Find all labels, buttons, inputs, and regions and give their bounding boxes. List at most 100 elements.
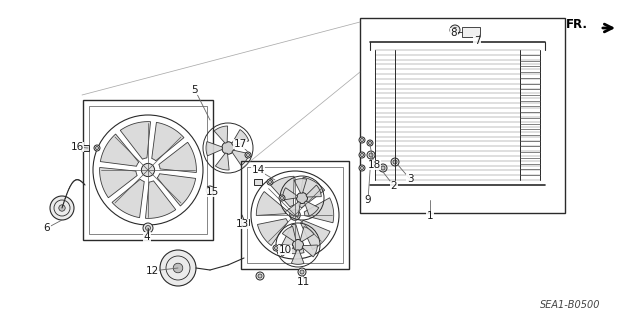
Circle shape bbox=[391, 158, 399, 166]
Circle shape bbox=[173, 263, 183, 273]
Text: 3: 3 bbox=[406, 174, 413, 184]
Polygon shape bbox=[302, 245, 317, 257]
Circle shape bbox=[95, 146, 99, 150]
Circle shape bbox=[300, 270, 304, 274]
Polygon shape bbox=[206, 142, 223, 156]
Polygon shape bbox=[301, 220, 330, 249]
Circle shape bbox=[208, 188, 212, 192]
Circle shape bbox=[360, 167, 364, 169]
Circle shape bbox=[143, 223, 153, 233]
Text: 12: 12 bbox=[145, 266, 159, 276]
Text: 2: 2 bbox=[390, 181, 397, 191]
Polygon shape bbox=[232, 130, 249, 145]
Circle shape bbox=[245, 152, 251, 158]
Circle shape bbox=[298, 268, 306, 276]
Bar bbox=[81, 145, 89, 151]
Circle shape bbox=[50, 196, 74, 220]
Polygon shape bbox=[145, 181, 176, 219]
Text: 10: 10 bbox=[278, 245, 292, 255]
Bar bbox=[462, 27, 480, 37]
Circle shape bbox=[367, 151, 375, 159]
Circle shape bbox=[379, 164, 387, 172]
Circle shape bbox=[258, 274, 262, 278]
Polygon shape bbox=[271, 176, 294, 207]
Text: 9: 9 bbox=[365, 195, 371, 205]
Polygon shape bbox=[257, 219, 288, 246]
Circle shape bbox=[279, 195, 285, 201]
Circle shape bbox=[94, 145, 100, 151]
Polygon shape bbox=[282, 226, 296, 241]
Circle shape bbox=[452, 27, 458, 33]
Circle shape bbox=[273, 245, 279, 251]
Circle shape bbox=[369, 142, 371, 145]
Text: 14: 14 bbox=[252, 165, 264, 175]
Polygon shape bbox=[279, 224, 304, 254]
Text: 4: 4 bbox=[144, 232, 150, 242]
Circle shape bbox=[369, 153, 373, 157]
Text: 11: 11 bbox=[296, 277, 310, 287]
Circle shape bbox=[292, 240, 303, 250]
Polygon shape bbox=[120, 122, 150, 159]
Circle shape bbox=[359, 165, 365, 171]
Circle shape bbox=[393, 160, 397, 164]
Circle shape bbox=[359, 137, 365, 143]
Bar bbox=[247, 167, 343, 263]
Polygon shape bbox=[216, 153, 229, 170]
Text: 16: 16 bbox=[70, 142, 84, 152]
Polygon shape bbox=[306, 185, 321, 197]
Polygon shape bbox=[100, 167, 137, 198]
Bar bbox=[89, 106, 207, 234]
Polygon shape bbox=[298, 177, 324, 208]
Circle shape bbox=[280, 197, 284, 199]
Polygon shape bbox=[278, 244, 294, 256]
Text: FR.: FR. bbox=[566, 19, 588, 32]
Polygon shape bbox=[157, 174, 196, 206]
Circle shape bbox=[206, 186, 214, 194]
Circle shape bbox=[296, 192, 307, 204]
Polygon shape bbox=[294, 179, 307, 193]
Bar bbox=[241, 219, 249, 225]
Circle shape bbox=[160, 250, 196, 286]
Bar bbox=[360, 18, 565, 213]
Polygon shape bbox=[300, 226, 314, 242]
Circle shape bbox=[275, 247, 278, 249]
Polygon shape bbox=[283, 188, 298, 200]
Circle shape bbox=[145, 226, 150, 231]
Text: 1: 1 bbox=[427, 211, 433, 221]
Polygon shape bbox=[152, 122, 184, 161]
Text: 8: 8 bbox=[451, 28, 458, 38]
Circle shape bbox=[290, 210, 300, 220]
Circle shape bbox=[267, 179, 273, 185]
Circle shape bbox=[381, 166, 385, 170]
Circle shape bbox=[450, 25, 460, 35]
Polygon shape bbox=[287, 202, 300, 217]
Polygon shape bbox=[256, 191, 287, 215]
Text: 7: 7 bbox=[474, 36, 480, 46]
Polygon shape bbox=[304, 198, 333, 223]
Circle shape bbox=[246, 153, 250, 157]
Circle shape bbox=[359, 152, 365, 158]
Text: 5: 5 bbox=[192, 85, 198, 95]
Text: 18: 18 bbox=[367, 160, 381, 170]
Circle shape bbox=[360, 153, 364, 157]
Text: 15: 15 bbox=[205, 187, 219, 197]
Circle shape bbox=[221, 142, 234, 154]
Circle shape bbox=[367, 140, 373, 146]
Circle shape bbox=[269, 181, 271, 183]
Text: 13: 13 bbox=[236, 219, 248, 229]
Bar bbox=[241, 161, 349, 269]
Polygon shape bbox=[291, 250, 304, 264]
FancyArrowPatch shape bbox=[603, 24, 612, 32]
Circle shape bbox=[59, 205, 65, 211]
Circle shape bbox=[141, 163, 155, 177]
Bar bbox=[83, 100, 213, 240]
Polygon shape bbox=[305, 201, 319, 216]
Text: 6: 6 bbox=[44, 223, 51, 233]
Polygon shape bbox=[214, 126, 228, 143]
Polygon shape bbox=[232, 150, 249, 166]
Polygon shape bbox=[100, 134, 139, 166]
Text: SEA1-B0500: SEA1-B0500 bbox=[540, 300, 600, 310]
Circle shape bbox=[256, 272, 264, 280]
Circle shape bbox=[360, 138, 364, 142]
Polygon shape bbox=[112, 179, 144, 218]
